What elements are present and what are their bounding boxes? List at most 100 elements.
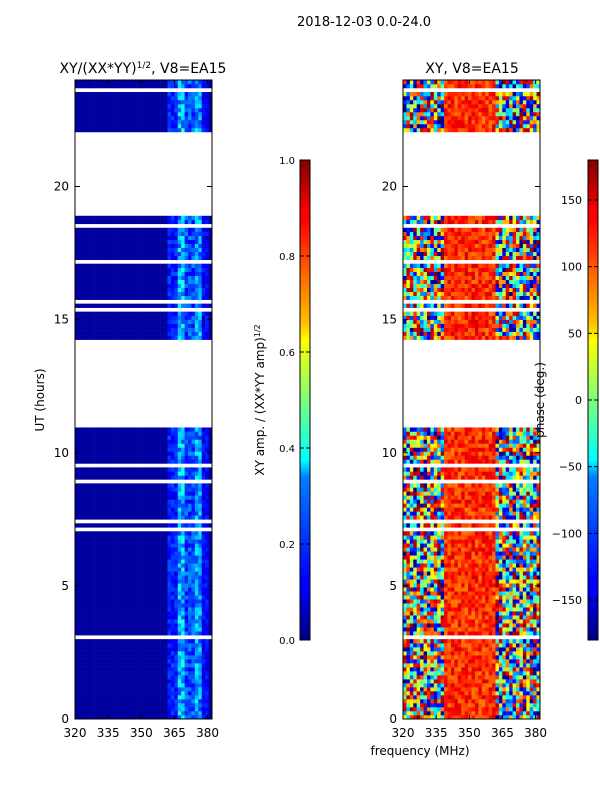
heatmap-cell	[495, 711, 500, 716]
heatmap-cell	[167, 503, 172, 508]
heatmap-cell	[92, 119, 96, 125]
heatmap-cell	[150, 663, 155, 668]
heatmap-cell	[105, 687, 110, 692]
heatmap-cell	[126, 707, 131, 712]
heatmap-cell	[92, 243, 96, 249]
heatmap-cell	[81, 631, 86, 636]
heatmap-cell	[164, 311, 168, 316]
heatmap-cell	[177, 435, 182, 440]
heatmap-cell	[177, 119, 182, 125]
heatmap-cell	[208, 683, 213, 688]
heatmap-cell	[136, 599, 141, 604]
heatmap-cell	[188, 239, 192, 245]
heatmap-cell	[140, 467, 144, 472]
heatmap-cell	[136, 531, 141, 536]
heatmap-cell	[78, 571, 83, 576]
heatmap-cell	[75, 687, 79, 692]
heatmap-cell	[129, 659, 134, 664]
heatmap-cell	[468, 659, 472, 664]
heatmap-cell	[109, 275, 113, 280]
y-tick-label: 5	[61, 579, 69, 593]
heatmap-cell	[81, 219, 86, 225]
heatmap-cell	[112, 431, 117, 436]
heatmap-cell	[167, 575, 172, 580]
heatmap-cell	[170, 503, 175, 508]
heatmap-cell	[102, 327, 107, 332]
heatmap-cell	[122, 579, 127, 584]
heatmap-cell	[81, 515, 86, 520]
heatmap-cell	[447, 707, 452, 712]
heatmap-cell	[164, 123, 168, 129]
heatmap-cell	[116, 707, 120, 712]
heatmap-cell	[85, 703, 89, 708]
heatmap-cell	[102, 623, 107, 628]
heatmap-cell	[416, 659, 421, 664]
heatmap-cell	[109, 615, 113, 620]
heatmap-cell	[413, 655, 417, 660]
heatmap-cell	[129, 583, 134, 588]
heatmap-cell	[164, 295, 168, 300]
heatmap-cell	[416, 691, 421, 696]
heatmap-cell	[164, 699, 168, 704]
heatmap-cell	[129, 279, 134, 284]
heatmap-cell	[164, 643, 168, 648]
heatmap-cell	[81, 115, 86, 121]
heatmap-cell	[102, 311, 107, 316]
heatmap-cell	[160, 555, 165, 560]
heatmap-cell	[133, 619, 137, 624]
heatmap-cell	[505, 655, 510, 660]
heatmap-cell	[160, 475, 165, 480]
heatmap-cell	[153, 443, 158, 448]
heatmap-cell	[188, 427, 192, 432]
heatmap-cell	[519, 659, 524, 664]
heatmap-cell	[75, 699, 79, 704]
heatmap-cell	[420, 655, 424, 660]
heatmap-cell	[112, 587, 117, 592]
heatmap-cell	[205, 443, 209, 448]
heatmap-cell	[198, 475, 203, 480]
heatmap-cell	[105, 571, 110, 576]
heatmap-cell	[485, 711, 489, 716]
heatmap-cell	[112, 611, 117, 616]
heatmap-cell	[146, 599, 151, 604]
heatmap-cell	[146, 319, 151, 324]
heatmap-cell	[164, 323, 168, 328]
heatmap-cell	[109, 683, 113, 688]
heatmap-cell	[109, 123, 113, 129]
heatmap-cell	[416, 651, 421, 656]
heatmap-cell	[208, 427, 213, 432]
heatmap-cell	[522, 711, 527, 716]
heatmap-cell	[88, 491, 93, 496]
heatmap-cell	[98, 427, 103, 432]
heatmap-cell	[201, 459, 206, 464]
heatmap-cell	[208, 679, 213, 684]
heatmap-cell	[174, 647, 179, 652]
heatmap-cell	[160, 431, 165, 436]
heatmap-cell	[194, 119, 199, 125]
heatmap-cell	[98, 279, 103, 284]
heatmap-cell	[164, 579, 168, 584]
heatmap-cell	[433, 699, 438, 704]
heatmap-cell	[164, 599, 168, 604]
heatmap-cell	[119, 227, 124, 233]
heatmap-cell	[174, 659, 179, 664]
heatmap-cell	[461, 675, 465, 680]
heatmap-cell	[205, 107, 209, 113]
heatmap-cell	[122, 315, 127, 320]
heatmap-cell	[164, 495, 168, 500]
heatmap-cell	[98, 475, 103, 480]
heatmap-cell	[198, 95, 203, 101]
heatmap-cell	[133, 115, 137, 121]
heatmap-cell	[512, 715, 517, 720]
heatmap-cell	[198, 595, 203, 600]
heatmap-cell	[167, 447, 172, 452]
heatmap-cell	[153, 331, 158, 336]
heatmap-cell	[122, 639, 127, 644]
heatmap-cell	[129, 83, 134, 89]
heatmap-cell	[81, 523, 86, 528]
heatmap-cell	[177, 575, 182, 580]
heatmap-cell	[85, 671, 89, 676]
heatmap-cell	[105, 215, 110, 221]
heatmap-cell	[122, 279, 127, 284]
heatmap-cell	[78, 627, 83, 632]
